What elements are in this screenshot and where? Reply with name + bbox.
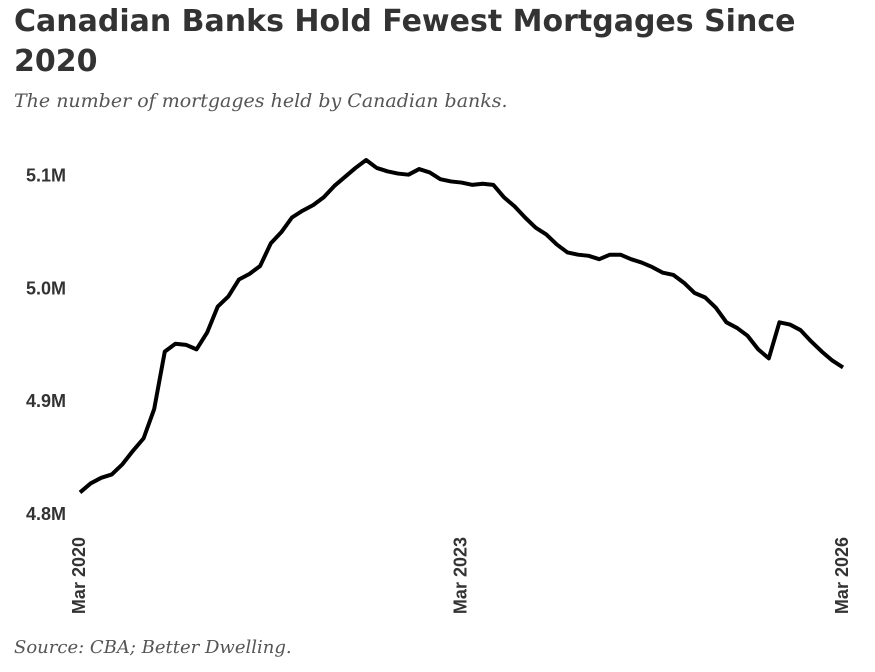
chart-subtitle: The number of mortgages held by Canadian… bbox=[14, 90, 508, 112]
chart-title: Canadian Banks Hold Fewest Mortgages Sin… bbox=[14, 4, 796, 79]
x-tick-label: Mar 2023 bbox=[450, 537, 470, 614]
y-tick-label: 4.9M bbox=[26, 391, 66, 411]
x-tick-label: Mar 2020 bbox=[69, 537, 89, 614]
y-tick-label: 5.1M bbox=[26, 166, 66, 186]
y-tick-label: 4.8M bbox=[26, 504, 66, 524]
x-tick-label: Mar 2026 bbox=[832, 537, 852, 614]
source-note: Source: CBA; Better Dwelling. bbox=[14, 637, 292, 658]
y-tick-label: 5.0M bbox=[26, 278, 66, 298]
data-line bbox=[78, 158, 845, 494]
